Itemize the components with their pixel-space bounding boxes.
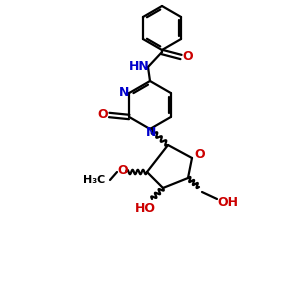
Text: N: N [119,85,129,98]
Text: O: O [97,107,107,121]
Text: O: O [118,164,128,176]
Text: N: N [146,127,156,140]
Text: HN: HN [129,61,149,74]
Text: HO: HO [134,202,155,214]
Text: OH: OH [218,196,239,208]
Text: O: O [195,148,205,161]
Text: H₃C: H₃C [83,175,105,185]
Text: O: O [183,50,193,62]
